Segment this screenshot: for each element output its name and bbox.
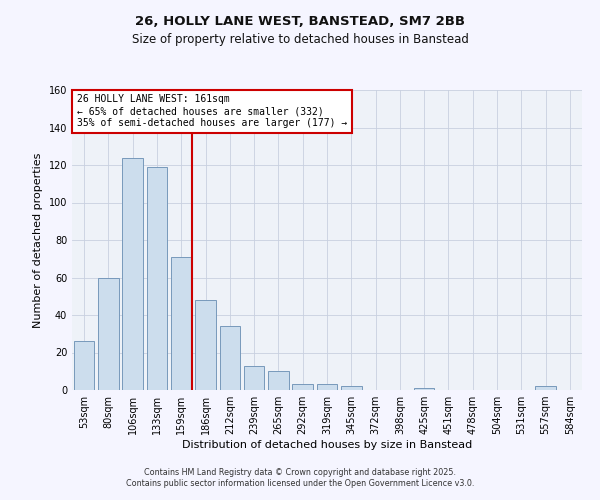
Bar — [171, 257, 191, 390]
Bar — [146, 167, 167, 390]
Bar — [98, 278, 119, 390]
Text: Contains HM Land Registry data © Crown copyright and database right 2025.
Contai: Contains HM Land Registry data © Crown c… — [126, 468, 474, 487]
Bar — [292, 384, 313, 390]
Text: 26 HOLLY LANE WEST: 161sqm
← 65% of detached houses are smaller (332)
35% of sem: 26 HOLLY LANE WEST: 161sqm ← 65% of deta… — [77, 94, 347, 128]
Bar — [220, 326, 240, 390]
Bar — [414, 388, 434, 390]
X-axis label: Distribution of detached houses by size in Banstead: Distribution of detached houses by size … — [182, 440, 472, 450]
Text: Size of property relative to detached houses in Banstead: Size of property relative to detached ho… — [131, 32, 469, 46]
Bar — [341, 386, 362, 390]
Bar — [317, 384, 337, 390]
Bar — [74, 341, 94, 390]
Bar — [244, 366, 265, 390]
Text: 26, HOLLY LANE WEST, BANSTEAD, SM7 2BB: 26, HOLLY LANE WEST, BANSTEAD, SM7 2BB — [135, 15, 465, 28]
Y-axis label: Number of detached properties: Number of detached properties — [33, 152, 43, 328]
Bar — [535, 386, 556, 390]
Bar — [122, 158, 143, 390]
Bar — [195, 300, 216, 390]
Bar — [268, 371, 289, 390]
